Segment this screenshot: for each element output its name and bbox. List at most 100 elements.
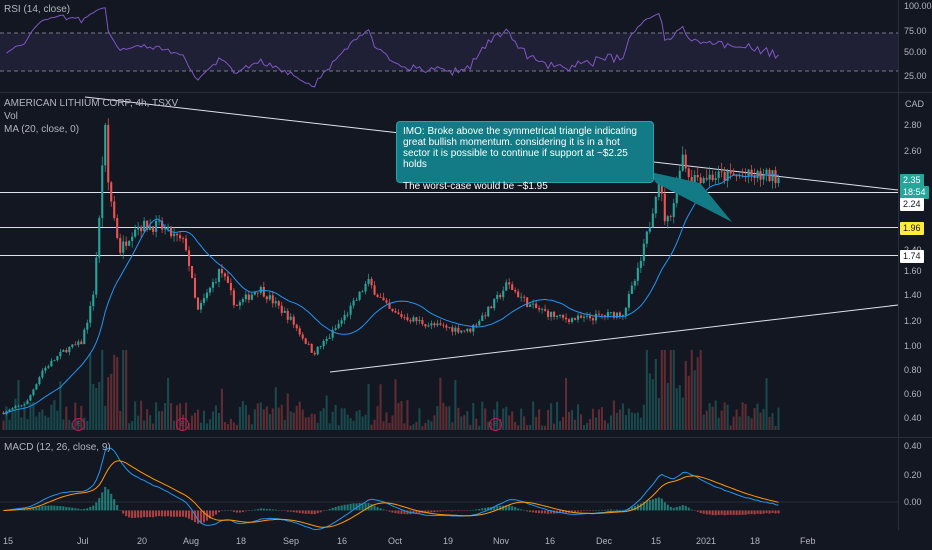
- candle-body: [92, 294, 95, 307]
- candle-body: [594, 313, 598, 321]
- macd-histogram-bar: [53, 505, 56, 511]
- volume-indicator-label[interactable]: Vol: [4, 111, 18, 122]
- candle-body: [478, 320, 481, 326]
- macd-histogram-bar: [256, 509, 259, 511]
- macd-histogram-bar: [155, 510, 158, 517]
- annotation-callout[interactable]: IMO: Broke above the symmetrical triangl…: [396, 121, 654, 192]
- candle-body: [636, 267, 639, 281]
- candle-body: [502, 290, 505, 298]
- triangle-lower-trendline[interactable]: [329, 304, 899, 373]
- volume-bar: [711, 406, 714, 430]
- macd-histogram-bar: [140, 510, 143, 518]
- volume-bar: [23, 401, 26, 430]
- rsi-tick-100: 100.00: [904, 1, 932, 11]
- macd-indicator-label[interactable]: MACD (12, 26, close, 9): [4, 442, 111, 453]
- volume-bar: [427, 419, 430, 430]
- macd-histogram-bar: [663, 502, 666, 511]
- candle-body: [23, 404, 26, 406]
- volume-bar: [41, 409, 44, 430]
- candle-body: [370, 278, 373, 286]
- candle-body: [301, 334, 304, 339]
- candle-body: [122, 241, 125, 253]
- macd-line: [3, 447, 779, 531]
- macd-histogram-bar: [134, 510, 137, 518]
- volume-bar: [454, 379, 457, 430]
- volume-bar: [550, 403, 553, 430]
- volume-bar: [125, 350, 128, 430]
- macd-histogram-bar: [382, 509, 385, 511]
- candle-body: [355, 299, 358, 301]
- candle-body: [319, 346, 322, 348]
- earnings-marker[interactable]: E: [72, 418, 85, 431]
- volume-bar: [684, 360, 687, 430]
- volume-bar: [532, 401, 535, 430]
- macd-histogram-bar: [406, 510, 409, 515]
- time-tick: Jul: [77, 536, 89, 546]
- candle-body: [125, 241, 128, 246]
- candle-body: [466, 328, 469, 332]
- macd-histogram-bar: [355, 503, 358, 511]
- candle-body: [149, 226, 152, 230]
- macd-histogram-bar: [349, 503, 352, 511]
- macd-histogram-bar: [744, 510, 747, 515]
- candle-body: [199, 302, 203, 310]
- macd-histogram-bar: [304, 510, 307, 514]
- macd-histogram-bar: [717, 510, 720, 515]
- macd-histogram-bar: [229, 510, 232, 511]
- volume-bar: [475, 418, 478, 430]
- candle-body: [241, 299, 244, 303]
- volume-bar: [211, 411, 215, 430]
- volume-bar: [74, 402, 77, 430]
- macd-histogram-bar: [26, 509, 29, 511]
- volume-bar: [460, 416, 463, 430]
- level-tag-224: 2.24: [900, 198, 924, 211]
- macd-histogram-bar: [211, 510, 215, 517]
- macd-histogram-bar: [603, 509, 606, 511]
- volume-bar: [553, 423, 556, 430]
- rsi-pane: [0, 7, 898, 88]
- macd-histogram-bar: [696, 510, 699, 512]
- candle-body: [576, 315, 580, 320]
- candle-body: [738, 175, 741, 177]
- macd-pane: [0, 447, 898, 531]
- volume-bar: [274, 387, 277, 430]
- macd-histogram-bar: [89, 506, 92, 511]
- volume-bar: [292, 412, 295, 430]
- candle-body: [322, 340, 325, 347]
- volume-bar: [723, 402, 726, 430]
- volume-bar: [696, 357, 699, 430]
- macd-histogram-bar: [657, 497, 660, 511]
- symbol-title[interactable]: AMERICAN LITHIUM CORP, 4h, TSXV: [4, 98, 179, 109]
- candle-body: [59, 351, 62, 357]
- volume-bar: [663, 350, 666, 430]
- candle-body: [77, 341, 80, 345]
- volume-bar: [394, 379, 397, 430]
- macd-histogram-bar: [128, 510, 131, 518]
- macd-histogram-bar: [547, 510, 550, 514]
- volume-bar: [526, 425, 529, 430]
- rsi-tick-75: 75.00: [904, 26, 927, 36]
- candle-body: [475, 324, 478, 326]
- macd-histogram-bar: [463, 510, 466, 511]
- volume-bar: [382, 421, 385, 430]
- earnings-marker[interactable]: E: [176, 418, 189, 431]
- macd-histogram-bar: [149, 510, 152, 517]
- candle-body: [208, 287, 212, 293]
- macd-histogram-bar: [199, 510, 203, 524]
- volume-bar: [229, 418, 232, 430]
- volume-bar: [645, 350, 648, 430]
- candle-body: [699, 177, 702, 183]
- volume-bar: [517, 425, 520, 430]
- volume-bar: [585, 423, 589, 430]
- candle-body: [726, 170, 729, 181]
- candle-body: [550, 311, 553, 317]
- candle-body: [672, 203, 675, 217]
- candle-body: [777, 177, 780, 184]
- rsi-indicator-label[interactable]: RSI (14, close): [4, 4, 71, 15]
- candle-body: [696, 175, 699, 178]
- earnings-marker[interactable]: E: [489, 418, 502, 431]
- macd-histogram-bar: [241, 510, 244, 513]
- ma-indicator-label[interactable]: MA (20, close, 0): [4, 124, 80, 135]
- volume-bar: [642, 404, 645, 430]
